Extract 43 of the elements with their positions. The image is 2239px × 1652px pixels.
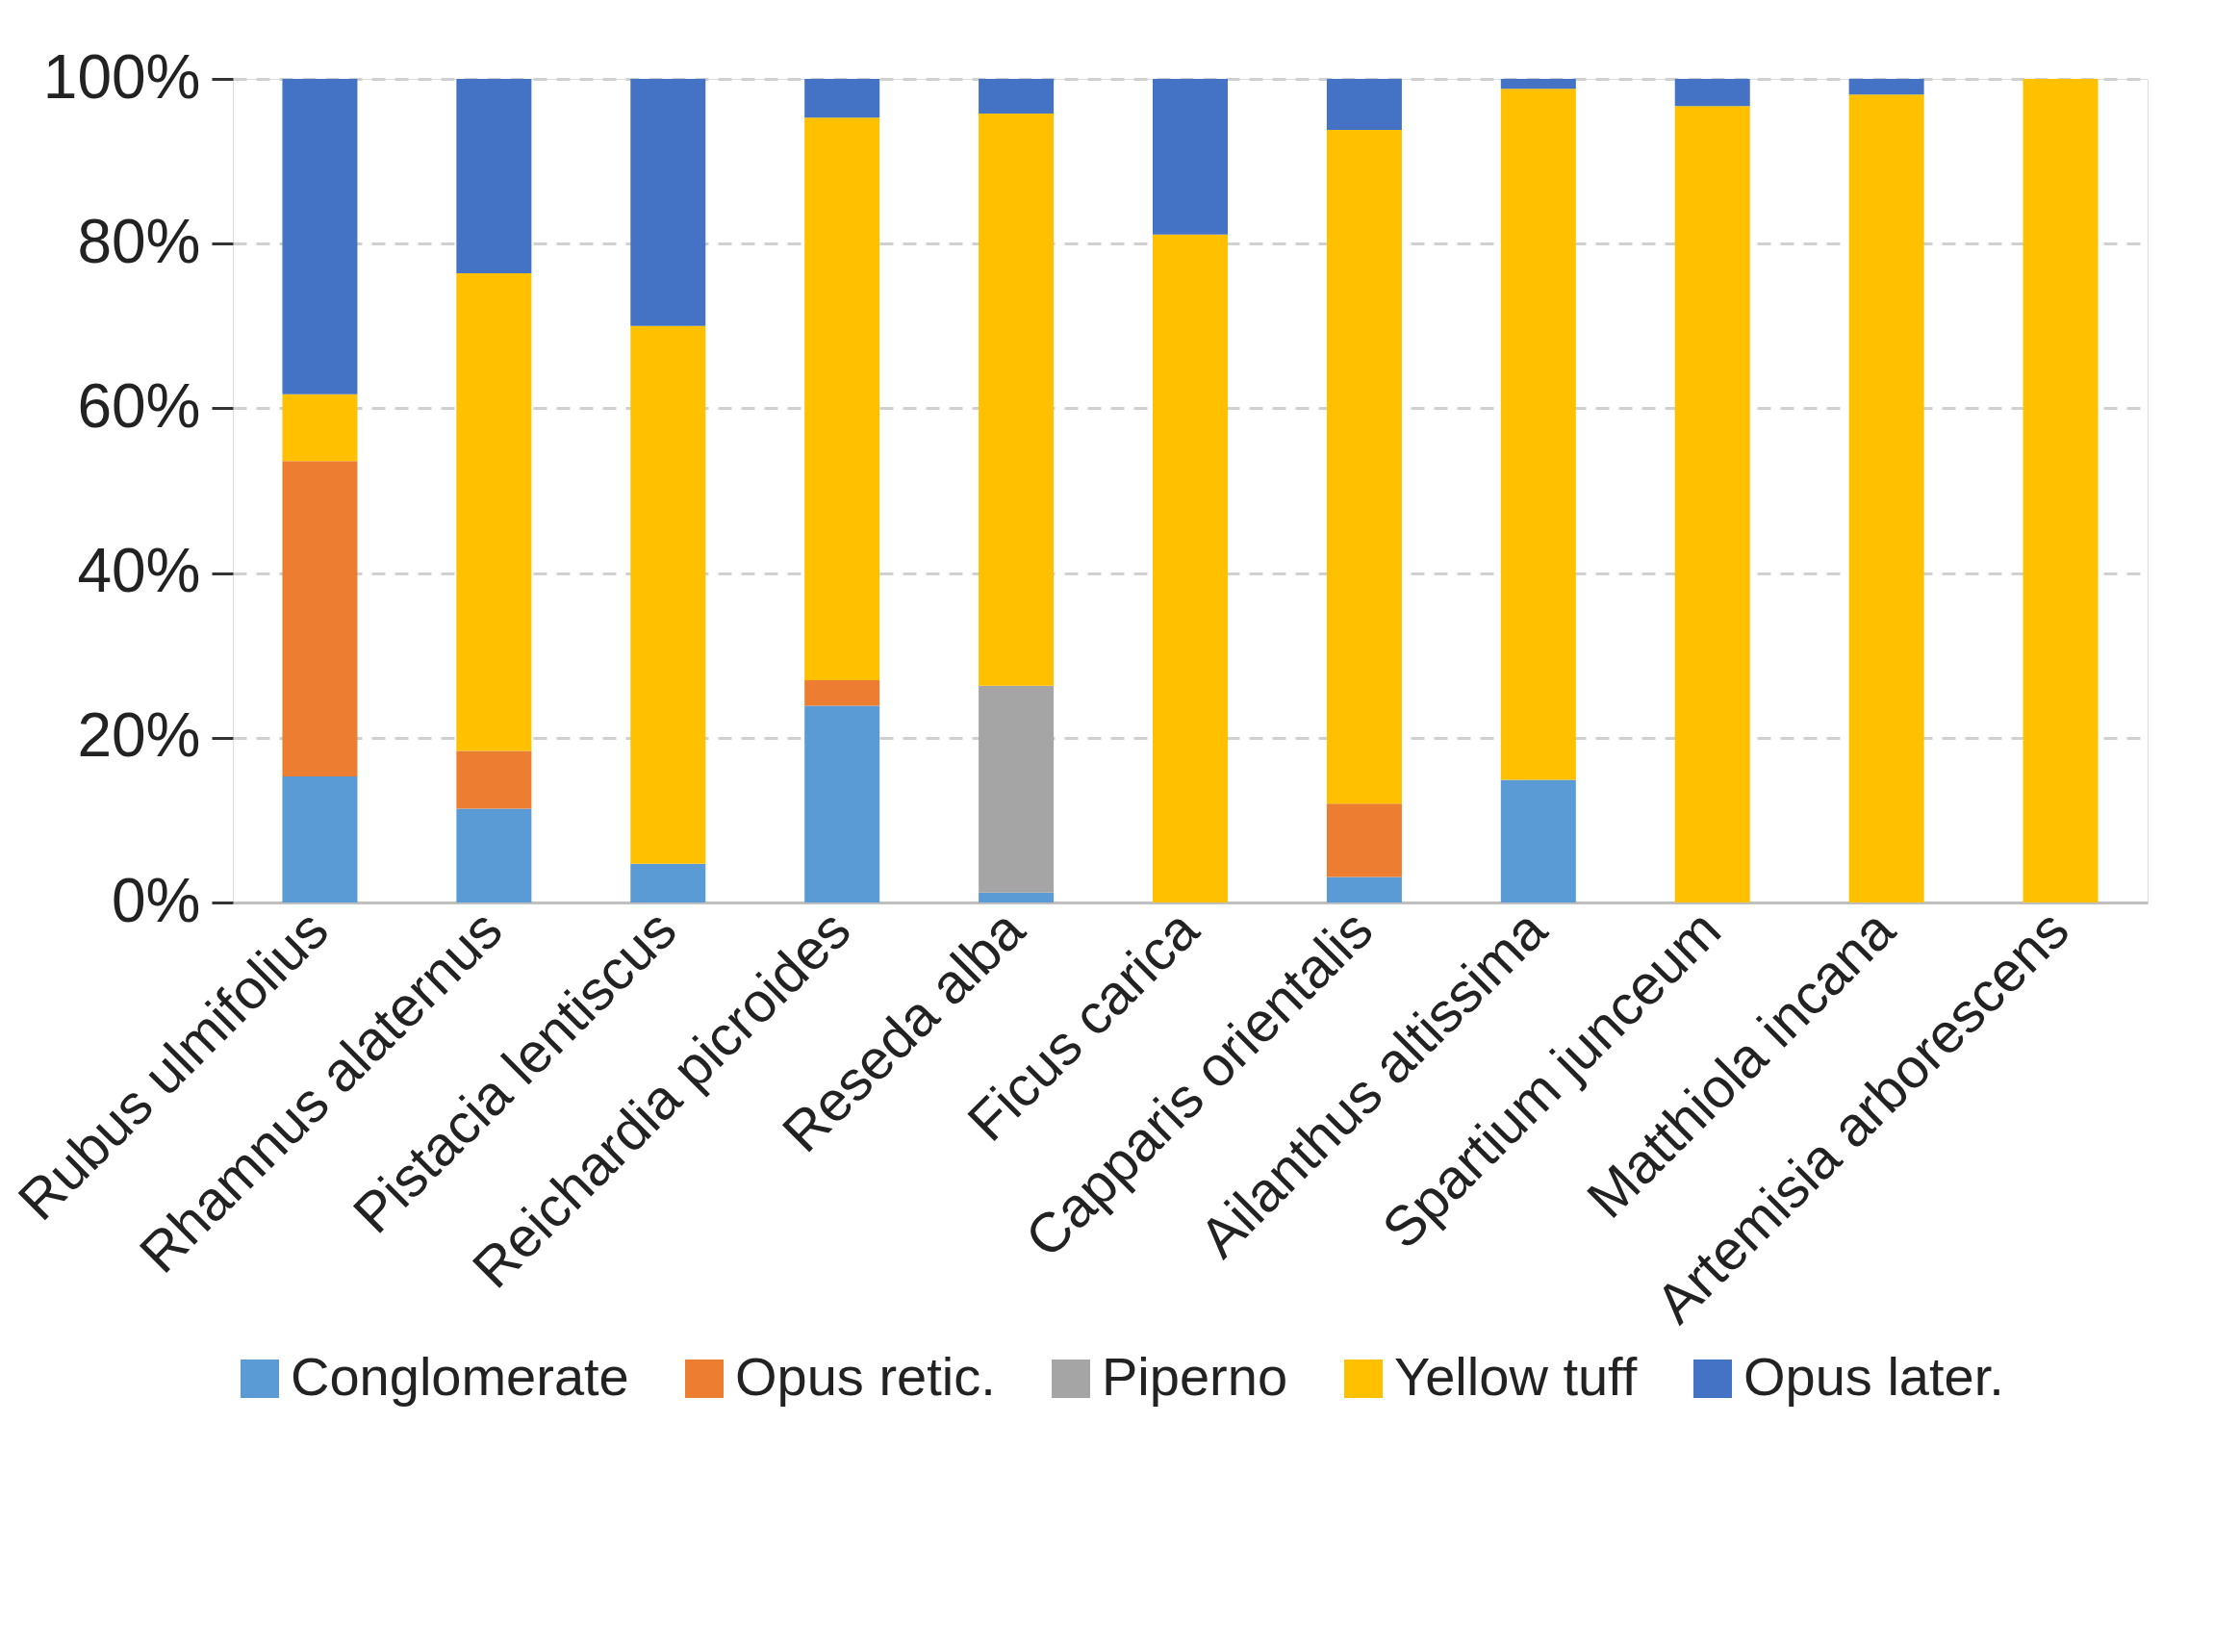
bar <box>630 79 706 326</box>
bar <box>1326 130 1402 804</box>
bar <box>630 863 706 902</box>
bar <box>1153 234 1228 902</box>
bar <box>1500 79 1576 89</box>
bar <box>1848 79 1924 95</box>
bar <box>282 394 358 462</box>
bar <box>1326 877 1402 902</box>
bar <box>979 79 1055 114</box>
bar <box>804 705 880 902</box>
bar <box>1500 779 1576 902</box>
bar <box>804 79 880 118</box>
y-tick-label: 80% <box>77 206 201 276</box>
bar <box>282 461 358 777</box>
bar <box>1674 106 1750 902</box>
bar <box>282 79 358 394</box>
bar <box>456 750 532 809</box>
bar <box>979 685 1055 893</box>
legend-label: Piperno <box>1102 1346 1288 1407</box>
y-tick-label: 20% <box>77 700 201 771</box>
bar <box>1153 79 1228 235</box>
bar <box>456 273 532 751</box>
bar <box>456 808 532 902</box>
legend-label: Opus retic. <box>735 1346 996 1407</box>
bar <box>1326 803 1402 877</box>
bar <box>1326 79 1402 131</box>
bar <box>979 113 1055 686</box>
bar <box>804 117 880 680</box>
bar <box>630 325 706 864</box>
legend-label: Opus later. <box>1743 1346 2004 1407</box>
legend-label: Yellow tuff <box>1394 1346 1638 1407</box>
y-tick-label: 60% <box>77 370 201 441</box>
bar <box>2023 79 2099 902</box>
bar <box>1674 79 1750 107</box>
bar <box>456 79 532 274</box>
y-tick-label: 100% <box>42 41 201 112</box>
bar <box>282 776 358 902</box>
bar <box>1500 89 1576 780</box>
bar <box>804 679 880 706</box>
bar <box>979 892 1055 902</box>
y-tick-label: 40% <box>77 536 201 606</box>
legend-label: Conglomerate <box>291 1346 629 1407</box>
bar <box>1848 94 1924 902</box>
